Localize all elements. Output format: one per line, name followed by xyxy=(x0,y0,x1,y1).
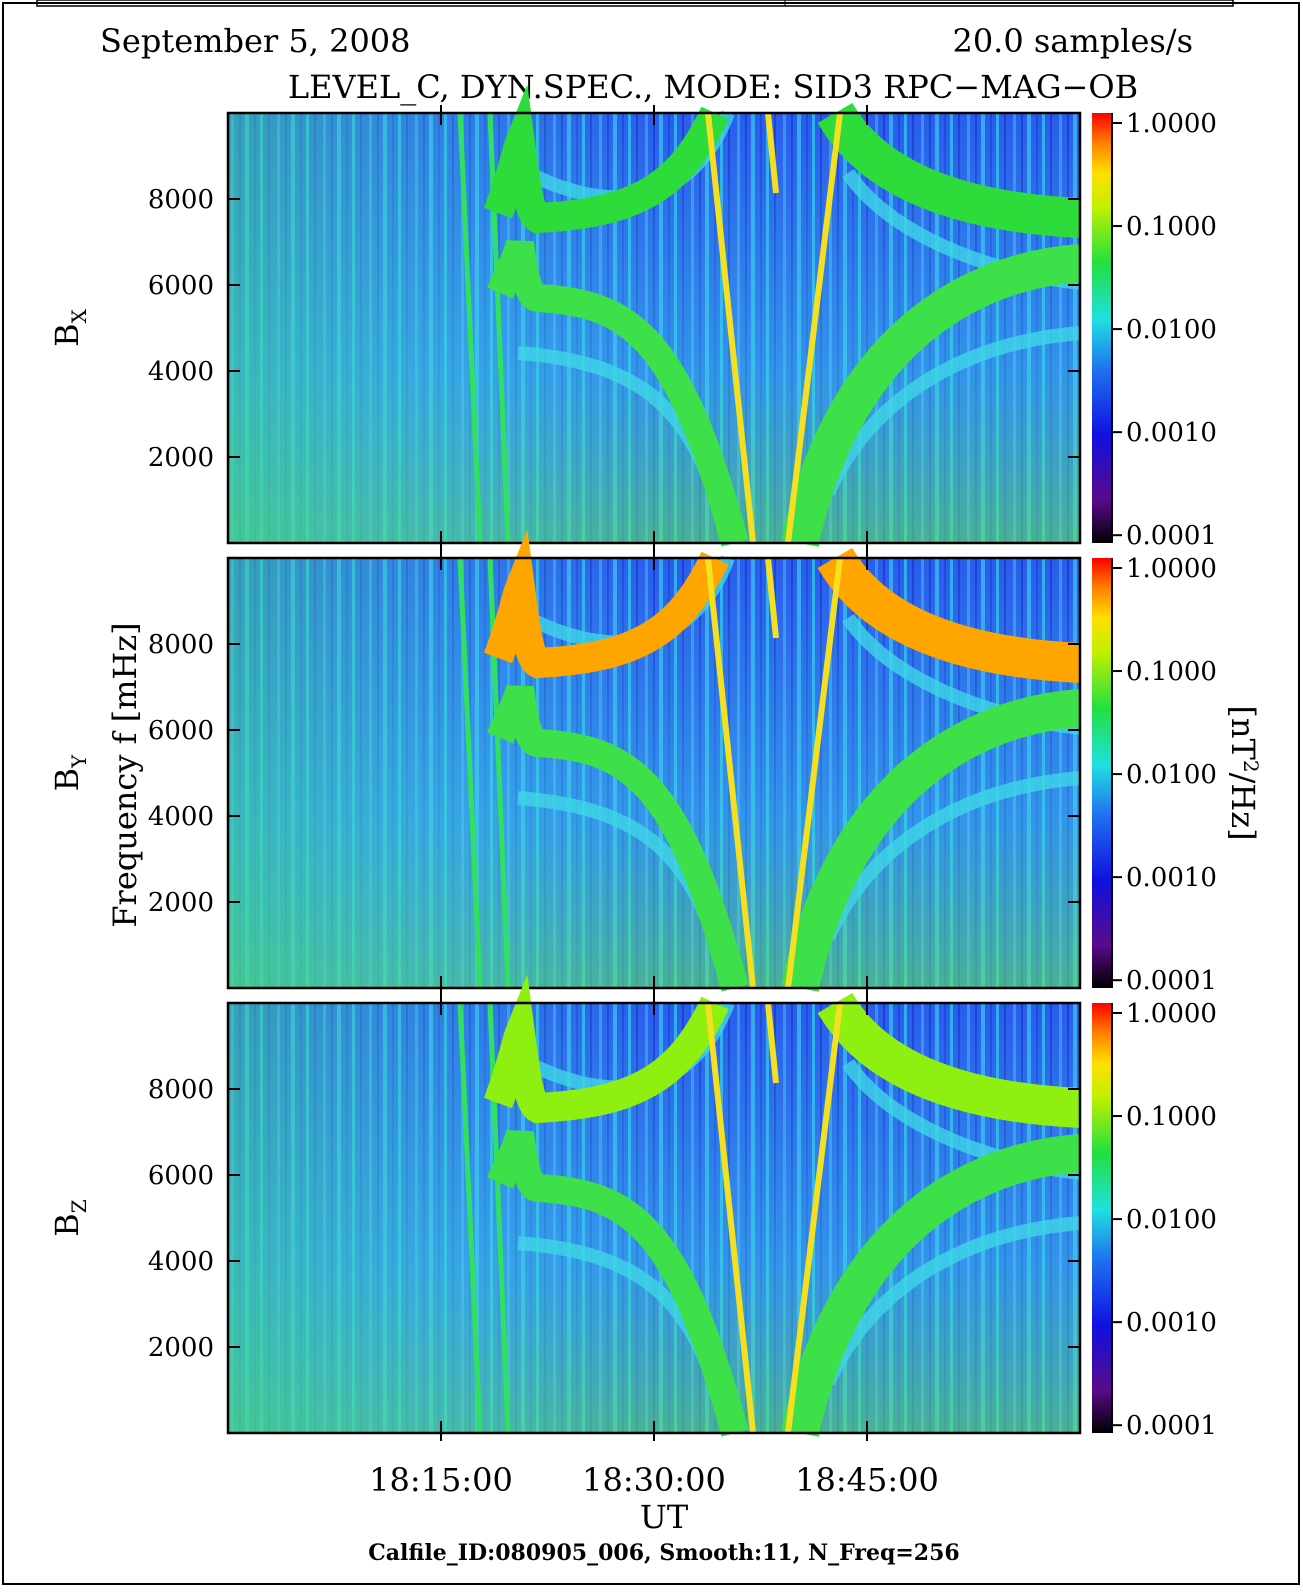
panel-label: BX xyxy=(48,308,91,347)
colorbar-tick-label: 0.1000 xyxy=(1126,657,1217,687)
colorbar-tick-label: 0.0001 xyxy=(1126,966,1217,996)
y-tick-label: 8000 xyxy=(148,185,214,215)
panel-label: BZ xyxy=(48,1199,91,1237)
top-strip xyxy=(36,0,1234,7)
panel-label: BY xyxy=(48,754,91,792)
chart-title: LEVEL_C, DYN.SPEC., MODE: SID3 RPC−MAG−O… xyxy=(288,68,1138,106)
panel-label-text: B xyxy=(48,1213,86,1237)
colorbar-title-sup: 2 xyxy=(1239,760,1263,773)
y-tick-label: 6000 xyxy=(148,1161,214,1191)
colorbar-title-text: /Hz] xyxy=(1224,773,1262,841)
y-axis-title: Frequency f [mHz] xyxy=(106,622,144,927)
colorbar-tick-label: 0.0100 xyxy=(1126,315,1217,345)
colorbar-tick-label: 0.0100 xyxy=(1126,1205,1217,1235)
colorbar-title: [nT2/Hz] xyxy=(1224,705,1263,840)
date: September 5, 2008 xyxy=(100,22,411,60)
colorbar-tick-label: 0.0010 xyxy=(1126,1308,1217,1338)
colorbar-tick-label: 0.0001 xyxy=(1126,521,1217,551)
y-tick-label: 2000 xyxy=(148,888,214,918)
y-tick-label: 8000 xyxy=(148,630,214,660)
panel-label-sub: X xyxy=(67,308,91,323)
x-tick-label: 18:15:00 xyxy=(369,1461,513,1499)
colorbar-tick-label: 0.0001 xyxy=(1126,1411,1217,1441)
colorbar xyxy=(1092,1003,1112,1433)
colorbar-tick-label: 1.0000 xyxy=(1126,999,1217,1029)
panel-label-text: B xyxy=(48,768,86,792)
panel-label-text: B xyxy=(48,323,86,347)
y-tick-label: 6000 xyxy=(148,716,214,746)
spectrogram-image xyxy=(228,1003,1080,1433)
y-tick-label: 6000 xyxy=(148,271,214,301)
colorbar xyxy=(1092,113,1112,543)
colorbar-tick-label: 1.0000 xyxy=(1126,554,1217,584)
y-tick-label: 2000 xyxy=(148,443,214,473)
colorbar-tick-label: 1.0000 xyxy=(1126,109,1217,139)
panel-label-sub: Z xyxy=(67,1199,91,1213)
panel-label-sub: Y xyxy=(67,754,91,769)
y-tick-label: 4000 xyxy=(148,1247,214,1277)
y-tick-label: 8000 xyxy=(148,1075,214,1105)
colorbar-title-text: [nT xyxy=(1224,705,1262,760)
sample-rate: 20.0 samples/s xyxy=(952,22,1193,60)
colorbar-tick-label: 0.1000 xyxy=(1126,1102,1217,1132)
colorbar-tick-label: 0.0010 xyxy=(1126,418,1217,448)
x-tick-label: 18:45:00 xyxy=(795,1461,939,1499)
colorbar xyxy=(1092,558,1112,988)
y-tick-label: 4000 xyxy=(148,357,214,387)
y-tick-label: 2000 xyxy=(148,1333,214,1363)
spectrogram-image xyxy=(228,113,1080,543)
colorbar-tick-label: 0.0100 xyxy=(1126,760,1217,790)
spectrogram-image xyxy=(228,558,1080,988)
colorbar-tick-label: 0.1000 xyxy=(1126,212,1217,242)
footer: Calfile_ID:080905_006, Smooth:11, N_Freq… xyxy=(368,1540,959,1566)
y-tick-label: 4000 xyxy=(148,802,214,832)
x-axis-title: UT xyxy=(640,1498,689,1536)
colorbar-tick-label: 0.0010 xyxy=(1126,863,1217,893)
x-tick-label: 18:30:00 xyxy=(582,1461,726,1499)
